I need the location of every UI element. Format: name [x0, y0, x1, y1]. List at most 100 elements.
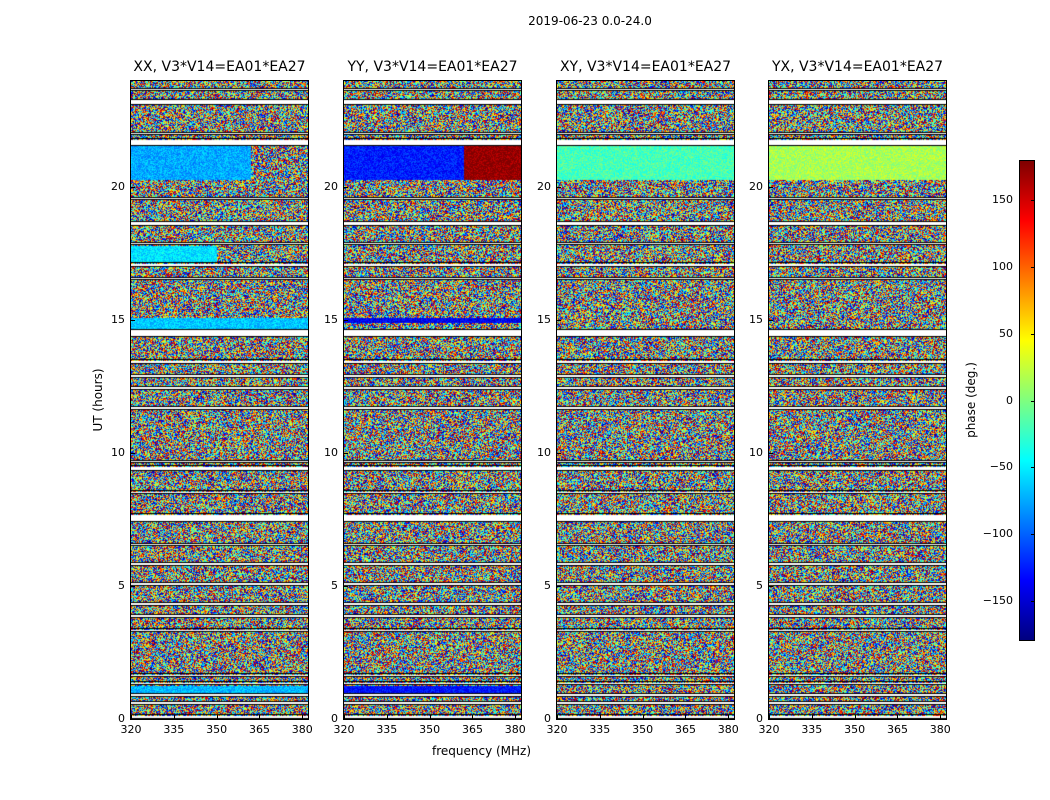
x-tick-mark	[515, 715, 517, 719]
heatmap-yx	[769, 81, 946, 719]
colorbar-tick-mark	[1031, 200, 1035, 202]
colorbar-tick-label: 0	[1006, 393, 1013, 407]
y-tick-mark	[131, 320, 135, 322]
x-tick-label: 365	[886, 723, 908, 736]
colorbar-label: phase (deg.)	[964, 362, 978, 438]
x-tick-mark	[728, 715, 730, 719]
y-tick-mark	[344, 453, 348, 455]
x-tick-mark	[940, 715, 942, 719]
heatmap-canvas-xy	[557, 81, 734, 719]
x-tick-mark	[429, 715, 431, 719]
figure-suptitle: 2019-06-23 0.0-24.0	[528, 14, 652, 28]
y-tick-mark	[131, 453, 135, 455]
y-tick-mark	[557, 187, 561, 189]
heatmap-xx	[131, 81, 308, 719]
x-tick-label: 350	[844, 723, 866, 736]
y-tick-label: 15	[749, 313, 763, 327]
x-tick-mark	[811, 715, 813, 719]
x-tick-label: 380	[717, 723, 739, 736]
colorbar-tick-label: 150	[992, 193, 1013, 207]
x-tick-mark	[897, 715, 899, 719]
x-tick-label: 320	[120, 723, 142, 736]
x-tick-label: 365	[248, 723, 270, 736]
x-tick-mark	[216, 715, 218, 719]
x-tick-label: 365	[674, 723, 696, 736]
heatmap-xy	[557, 81, 734, 719]
x-tick-mark	[599, 715, 601, 719]
y-tick-mark	[769, 453, 773, 455]
x-tick-label: 380	[504, 723, 526, 736]
colorbar-tick-mark	[1031, 467, 1035, 469]
x-tick-label: 335	[163, 723, 185, 736]
x-tick-mark	[769, 715, 770, 719]
y-tick-label: 5	[544, 579, 551, 593]
x-tick-label: 335	[376, 723, 398, 736]
y-tick-label: 10	[111, 446, 125, 460]
colorbar-tick-label: −100	[982, 527, 1013, 541]
x-tick-mark	[344, 715, 345, 719]
y-tick-label: 5	[331, 579, 338, 593]
y-tick-mark	[557, 586, 561, 588]
colorbar-tick-mark	[1031, 400, 1035, 402]
panel-title-yy: YY, V3*V14=EA01*EA27	[347, 59, 518, 75]
x-tick-mark	[854, 715, 856, 719]
y-tick-mark	[769, 719, 773, 720]
x-tick-label: 320	[758, 723, 780, 736]
x-tick-label: 350	[419, 723, 441, 736]
x-tick-mark	[302, 715, 304, 719]
panel-title-yx: YX, V3*V14=EA01*EA27	[771, 59, 944, 75]
y-tick-label: 20	[111, 180, 125, 194]
colorbar-tick-mark	[1031, 266, 1035, 268]
y-tick-mark	[344, 719, 348, 720]
x-tick-label: 380	[291, 723, 313, 736]
x-tick-mark	[557, 715, 558, 719]
x-tick-label: 320	[546, 723, 568, 736]
y-tick-mark	[769, 320, 773, 322]
y-tick-mark	[131, 719, 135, 720]
y-tick-label: 10	[537, 446, 551, 460]
y-tick-mark	[557, 719, 561, 720]
y-tick-mark	[131, 586, 135, 588]
x-tick-label: 350	[632, 723, 654, 736]
colorbar-tick-label: −50	[989, 460, 1013, 474]
y-tick-mark	[557, 320, 561, 322]
x-tick-label: 380	[929, 723, 951, 736]
x-tick-mark	[386, 715, 388, 719]
y-axis-label: UT (hours)	[91, 368, 105, 432]
x-tick-label: 335	[801, 723, 823, 736]
colorbar-tick-mark	[1031, 333, 1035, 335]
colorbar-tick-label: 100	[992, 259, 1013, 273]
panel-title-xy: XY, V3*V14=EA01*EA27	[559, 59, 732, 75]
panel-title-xx: XX, V3*V14=EA01*EA27	[133, 59, 306, 75]
y-tick-label: 5	[118, 579, 125, 593]
y-tick-mark	[344, 187, 348, 189]
heatmap-yy	[344, 81, 521, 719]
x-axis-label: frequency (MHz)	[432, 744, 532, 758]
x-tick-mark	[642, 715, 644, 719]
y-tick-label: 15	[111, 313, 125, 327]
colorbar-tick-label: −150	[982, 593, 1013, 607]
y-tick-label: 5	[756, 579, 763, 593]
y-tick-label: 15	[324, 313, 338, 327]
colorbar-tick-mark	[1031, 600, 1035, 602]
y-tick-label: 0	[118, 712, 125, 725]
y-tick-mark	[557, 453, 561, 455]
x-tick-mark	[131, 715, 132, 719]
y-tick-label: 0	[331, 712, 338, 725]
y-tick-label: 20	[537, 180, 551, 194]
heatmap-canvas-yx	[769, 81, 946, 719]
colorbar-tick-label: 50	[999, 326, 1013, 340]
x-tick-label: 365	[461, 723, 483, 736]
y-tick-label: 20	[749, 180, 763, 194]
x-tick-label: 350	[206, 723, 228, 736]
y-tick-label: 15	[537, 313, 551, 327]
y-tick-mark	[344, 320, 348, 322]
x-tick-mark	[259, 715, 261, 719]
colorbar-tick-mark	[1031, 534, 1035, 536]
x-tick-mark	[472, 715, 474, 719]
y-tick-label: 0	[756, 712, 763, 725]
heatmap-canvas-xx	[131, 81, 308, 719]
x-tick-mark	[685, 715, 687, 719]
x-tick-label: 335	[589, 723, 611, 736]
